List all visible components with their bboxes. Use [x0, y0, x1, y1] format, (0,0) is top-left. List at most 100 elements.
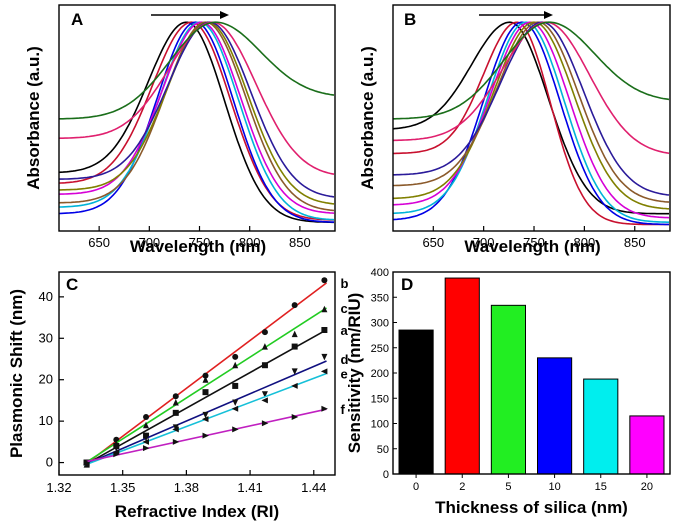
- x-tick-label: 850: [289, 235, 311, 250]
- x-tick-label: 750: [189, 235, 211, 250]
- data-point: [202, 411, 209, 419]
- x-tick-label: 700: [473, 235, 495, 250]
- x-tick-label: 750: [523, 235, 545, 250]
- series-label-a: a: [341, 323, 349, 338]
- data-point: [321, 353, 328, 361]
- data-point: [291, 343, 298, 350]
- spectrum-line-6: [59, 21, 335, 212]
- spectrum-line-2: [59, 21, 335, 221]
- series-label-d: d: [341, 352, 349, 367]
- y-tick-label: 0: [383, 469, 389, 481]
- x-axis-title: Thickness of silica (nm): [435, 498, 628, 517]
- series-a: a: [83, 323, 349, 466]
- panel-letter: D: [401, 275, 413, 294]
- x-tick-label: 800: [574, 235, 596, 250]
- y-tick-label: 0: [46, 455, 53, 470]
- x-tick-label: 1.41: [237, 480, 262, 495]
- data-point: [232, 353, 239, 360]
- y-tick-label: 100: [371, 419, 389, 431]
- bar-20: [629, 415, 665, 475]
- data-point: [83, 459, 91, 466]
- panel-letter: B: [404, 10, 416, 29]
- spectrum-line-10: [393, 21, 670, 120]
- spectrum-line-5: [59, 21, 335, 214]
- bar-panel-d: 0 2 5 10 15 20050100150200250300350400Thickne…: [345, 267, 671, 517]
- x-tick-label: 10: [548, 481, 560, 493]
- spectra-lines: [393, 21, 670, 226]
- spectrum-line-7: [393, 21, 670, 203]
- y-tick-label: 30: [39, 330, 53, 345]
- panel-letter: A: [71, 10, 83, 29]
- data-point: [261, 362, 268, 369]
- spectra-lines: [59, 21, 335, 224]
- data-point: [321, 405, 328, 412]
- data-point: [202, 376, 209, 383]
- y-tick-label: 50: [377, 444, 389, 456]
- plot-frame: [58, 271, 336, 476]
- x-tick-label: 1.35: [110, 480, 135, 495]
- data-point: [143, 434, 149, 442]
- data-point: [261, 343, 268, 350]
- y-axis-title: Plasmonic Shift (nm): [7, 289, 26, 458]
- y-tick-label: 10: [39, 413, 53, 428]
- spectrum-line-2: [393, 21, 669, 226]
- x-tick-label: 0: [413, 481, 419, 493]
- data-point: [172, 426, 179, 433]
- spectrum-line-1: [59, 21, 334, 224]
- plot-frame: [58, 4, 336, 232]
- data-point: [291, 368, 298, 375]
- spectra-panel-a: 650 700 750 800 850 Wavelength (nm) Absorbance…: [24, 4, 336, 256]
- y-tick-label: 250: [371, 343, 389, 355]
- y-tick-label: 400: [371, 267, 389, 279]
- bar-10: [537, 357, 573, 475]
- data-point: [202, 372, 209, 379]
- spectrum-line-8: [393, 21, 670, 196]
- plot-frame: [392, 4, 671, 232]
- data-point: [113, 445, 120, 452]
- y-tick-label: 350: [371, 292, 389, 304]
- spectrum-line-9: [59, 21, 335, 175]
- x-tick-label: 650: [88, 235, 110, 250]
- series-label-c: c: [341, 301, 348, 316]
- spectrum-line-10: [59, 21, 335, 120]
- spectrum-line-4: [393, 21, 669, 223]
- x-tick-label: 800: [239, 235, 261, 250]
- data-point: [261, 397, 268, 404]
- data-point: [261, 391, 268, 398]
- shift-arrow-head: [220, 11, 229, 19]
- series-label-e: e: [341, 366, 348, 381]
- y-tick-label: 20: [39, 372, 53, 387]
- series-e: e: [83, 366, 348, 468]
- x-tick-label: 650: [422, 235, 444, 250]
- bar-5: [490, 304, 526, 475]
- y-axis-title: Sensitivity (nm/RIU): [345, 293, 364, 454]
- x-tick-label: 1.38: [174, 480, 199, 495]
- series-d: d: [83, 352, 349, 467]
- data-point: [291, 302, 298, 309]
- x-axis-title: Wavelength (nm): [130, 237, 266, 256]
- x-tick-label: 5: [505, 481, 511, 493]
- panel-letter: C: [66, 275, 78, 294]
- y-axis-title: Absorbance (a.u.): [358, 46, 377, 190]
- y-axis-title: Absorbance (a.u.): [24, 46, 43, 190]
- x-tick-label: 20: [641, 481, 653, 493]
- data-point: [320, 368, 328, 375]
- x-tick-label: 700: [138, 235, 160, 250]
- data-point: [291, 414, 299, 420]
- data-point: [172, 409, 179, 416]
- fit-line-a: [84, 329, 327, 466]
- data-point: [291, 382, 298, 389]
- data-point: [291, 330, 298, 338]
- data-point: [321, 277, 328, 284]
- x-axis-title: Wavelength (nm): [464, 237, 600, 256]
- spectrum-line-9: [393, 21, 670, 155]
- y-tick-label: 200: [371, 368, 389, 380]
- data-point: [232, 426, 239, 433]
- x-tick-label: 2: [459, 481, 465, 493]
- data-point: [143, 414, 150, 420]
- data-point: [142, 438, 149, 445]
- y-tick-label: 300: [371, 318, 389, 330]
- spectrum-line-4: [59, 21, 335, 221]
- data-point: [321, 327, 328, 333]
